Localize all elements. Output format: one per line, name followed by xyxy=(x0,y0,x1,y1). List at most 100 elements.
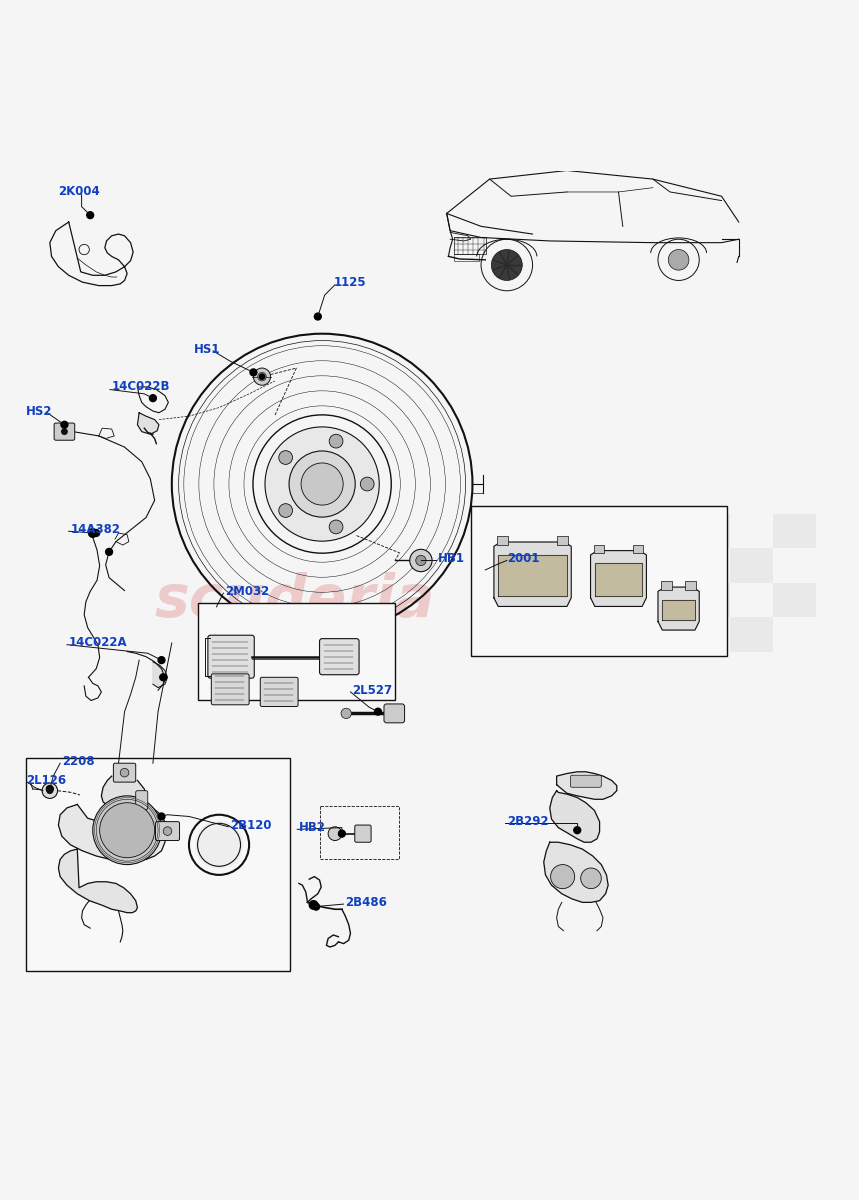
Text: 2B292: 2B292 xyxy=(507,815,548,828)
Circle shape xyxy=(301,463,344,505)
Circle shape xyxy=(158,656,165,664)
Circle shape xyxy=(328,827,342,840)
Text: HS2: HS2 xyxy=(26,404,52,418)
Circle shape xyxy=(375,708,381,715)
Bar xyxy=(644,514,687,548)
Bar xyxy=(601,583,644,617)
FancyBboxPatch shape xyxy=(113,763,136,782)
Bar xyxy=(454,236,486,254)
Circle shape xyxy=(93,796,161,864)
FancyBboxPatch shape xyxy=(155,822,180,840)
Circle shape xyxy=(265,427,379,541)
Bar xyxy=(26,758,290,971)
Circle shape xyxy=(120,768,129,776)
Polygon shape xyxy=(137,413,159,434)
Bar xyxy=(558,617,601,652)
Polygon shape xyxy=(658,587,699,630)
Text: car  parts: car parts xyxy=(223,618,383,650)
Bar xyxy=(632,545,643,553)
Bar xyxy=(644,583,687,617)
Bar xyxy=(773,548,816,583)
Circle shape xyxy=(314,313,321,320)
Polygon shape xyxy=(58,799,168,862)
Circle shape xyxy=(668,250,689,270)
Text: 14C022B: 14C022B xyxy=(112,380,170,394)
Polygon shape xyxy=(153,662,168,688)
Circle shape xyxy=(87,211,94,218)
Text: HS1: HS1 xyxy=(194,343,221,355)
Circle shape xyxy=(42,782,58,798)
Bar xyxy=(687,514,730,548)
Circle shape xyxy=(289,451,356,517)
Text: 2L126: 2L126 xyxy=(26,774,66,787)
Bar xyxy=(454,254,479,260)
Bar xyxy=(558,514,601,548)
Circle shape xyxy=(416,556,426,565)
Circle shape xyxy=(158,814,165,820)
Bar xyxy=(558,548,601,583)
Circle shape xyxy=(329,434,343,448)
Polygon shape xyxy=(662,600,695,619)
Bar xyxy=(730,583,773,617)
Bar xyxy=(687,583,730,617)
Bar xyxy=(687,548,730,583)
FancyBboxPatch shape xyxy=(320,638,359,674)
Polygon shape xyxy=(498,554,567,596)
Bar xyxy=(601,548,644,583)
Circle shape xyxy=(491,250,522,281)
Circle shape xyxy=(259,374,265,379)
Circle shape xyxy=(258,372,266,380)
Bar xyxy=(730,548,773,583)
Text: 2001: 2001 xyxy=(507,552,539,565)
Circle shape xyxy=(106,548,113,556)
Text: 14A382: 14A382 xyxy=(70,523,120,536)
Polygon shape xyxy=(50,222,133,286)
Circle shape xyxy=(163,827,172,835)
Circle shape xyxy=(61,428,68,436)
Text: HB1: HB1 xyxy=(438,552,465,565)
Bar xyxy=(687,617,730,652)
Bar xyxy=(557,536,568,545)
Bar xyxy=(497,536,508,545)
Bar xyxy=(661,581,672,589)
Text: 2B120: 2B120 xyxy=(230,818,271,832)
FancyBboxPatch shape xyxy=(260,677,298,707)
Circle shape xyxy=(574,827,581,834)
Bar xyxy=(198,604,395,700)
Circle shape xyxy=(581,868,601,889)
FancyBboxPatch shape xyxy=(208,635,254,678)
Bar xyxy=(644,617,687,652)
Polygon shape xyxy=(58,850,137,913)
Circle shape xyxy=(338,830,345,838)
Circle shape xyxy=(279,504,293,517)
Bar xyxy=(730,514,773,548)
Circle shape xyxy=(195,821,243,869)
Polygon shape xyxy=(101,776,146,808)
Text: 2M032: 2M032 xyxy=(225,584,270,598)
Bar xyxy=(471,505,727,656)
Bar xyxy=(594,545,605,553)
Polygon shape xyxy=(544,842,608,902)
Circle shape xyxy=(46,786,53,792)
FancyBboxPatch shape xyxy=(384,704,405,722)
Polygon shape xyxy=(557,772,617,799)
Bar xyxy=(773,514,816,548)
Text: 1125: 1125 xyxy=(333,276,366,289)
Circle shape xyxy=(341,708,351,719)
Polygon shape xyxy=(591,551,646,606)
Text: 2K004: 2K004 xyxy=(58,186,101,198)
Polygon shape xyxy=(550,791,600,842)
Text: 2B486: 2B486 xyxy=(345,896,387,908)
Text: 14C022A: 14C022A xyxy=(69,636,127,649)
Polygon shape xyxy=(594,564,642,596)
FancyBboxPatch shape xyxy=(211,674,249,704)
Circle shape xyxy=(313,904,320,910)
Circle shape xyxy=(46,787,53,794)
Text: 2208: 2208 xyxy=(62,755,94,768)
Circle shape xyxy=(100,803,155,858)
Circle shape xyxy=(279,451,293,464)
Polygon shape xyxy=(494,542,571,606)
Bar xyxy=(558,583,601,617)
Circle shape xyxy=(360,478,374,491)
Circle shape xyxy=(93,529,100,536)
